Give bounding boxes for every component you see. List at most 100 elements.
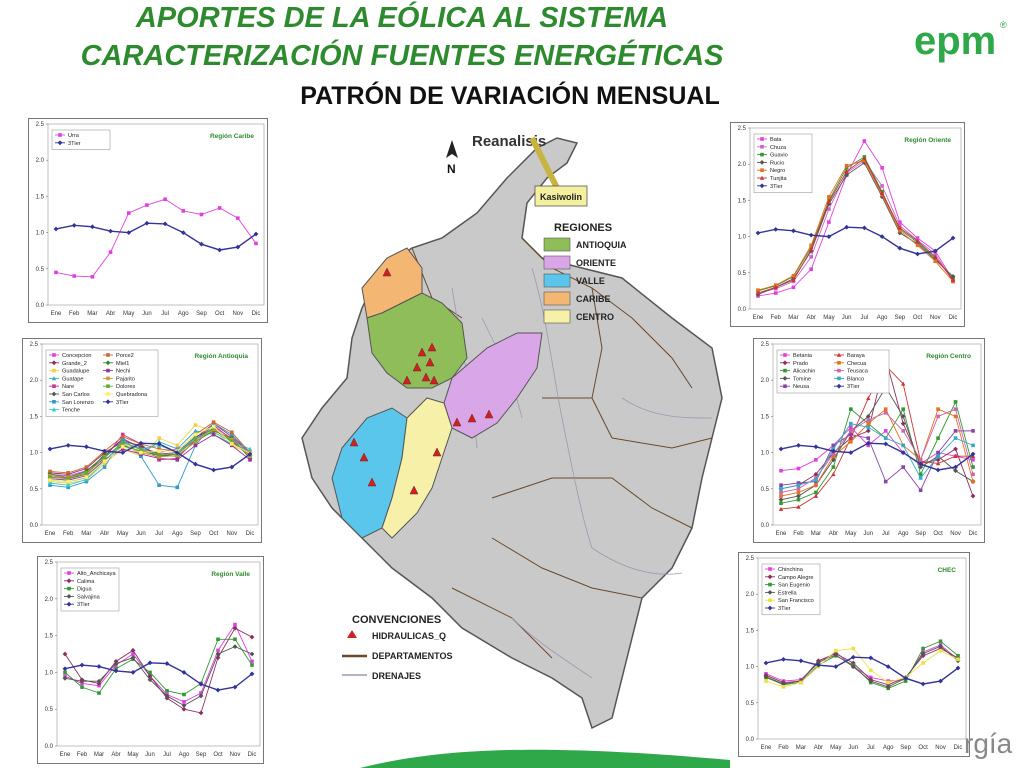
x-tick-label: Feb — [778, 745, 789, 751]
data-point — [130, 655, 136, 661]
series-line — [757, 162, 954, 295]
data-point — [848, 435, 854, 440]
data-point — [915, 251, 920, 257]
data-point — [815, 659, 821, 665]
data-point — [126, 230, 132, 235]
y-tick-label: 1.0 — [45, 670, 54, 676]
data-point — [796, 483, 801, 487]
series-line — [780, 423, 974, 490]
legend-label: Rucio — [770, 160, 784, 166]
data-point — [936, 407, 940, 411]
legend-label: Quebradona — [116, 392, 148, 398]
data-point — [248, 458, 252, 462]
data-point — [182, 692, 186, 697]
data-point — [921, 646, 925, 651]
legend-marker — [106, 368, 110, 373]
x-tick-label: Ago — [172, 531, 183, 537]
series-line — [64, 662, 253, 691]
data-point — [139, 447, 143, 452]
data-point — [778, 497, 784, 503]
legend-marker — [51, 407, 57, 412]
data-point — [755, 290, 761, 295]
data-point — [120, 432, 125, 437]
legend-marker — [760, 152, 764, 157]
data-point — [938, 639, 943, 644]
convention-hidraulicas: HIDRAULICAS_Q — [372, 631, 446, 641]
data-point — [198, 681, 204, 687]
epm-logo-text: epm — [914, 19, 996, 63]
data-point — [193, 423, 198, 427]
x-tick-label: Ago — [898, 531, 909, 537]
data-point — [834, 648, 838, 653]
legend-label: Grande_2 — [62, 361, 87, 367]
data-point — [796, 442, 801, 448]
x-tick-label: Oct — [933, 531, 943, 537]
data-point — [791, 285, 796, 290]
x-tick-label: Ago — [179, 752, 190, 758]
data-point — [844, 163, 849, 168]
x-tick-label: Jun — [842, 315, 852, 321]
data-point — [849, 432, 853, 437]
data-point — [779, 501, 783, 506]
data-point — [72, 274, 76, 278]
data-point — [139, 454, 143, 459]
x-tick-label: Mar — [81, 531, 91, 537]
legend-label: Guadalupe — [62, 369, 89, 375]
data-point — [791, 273, 796, 278]
data-point — [120, 434, 125, 439]
data-point — [918, 472, 923, 477]
data-point — [138, 440, 144, 446]
data-point — [898, 220, 902, 224]
data-point — [763, 674, 769, 680]
data-point — [809, 255, 813, 259]
data-point — [147, 677, 153, 683]
legend-label: Tomine — [793, 376, 811, 382]
data-point — [971, 479, 975, 484]
y-tick-label: 1.5 — [738, 198, 747, 204]
data-point — [230, 442, 234, 446]
series-line — [55, 222, 257, 251]
y-tick-label: 0.0 — [761, 523, 770, 529]
data-point — [796, 504, 801, 509]
data-point — [175, 485, 180, 490]
x-tick-label: Sep — [196, 752, 207, 758]
epm-logo-mark: ® — [1000, 20, 1007, 30]
data-point — [953, 453, 958, 459]
legend-marker — [783, 353, 787, 357]
data-point — [866, 436, 871, 440]
data-point — [953, 436, 958, 440]
data-point — [950, 274, 956, 279]
chart-region-centro: 0.0 0.5 1.0 1.5 2.0 2.5 Ene Feb Mar Abr May Jun Jul A… — [753, 338, 985, 543]
x-tick-label: Ago — [178, 311, 189, 317]
data-point — [157, 449, 161, 453]
legend-label: Porce2 — [116, 353, 134, 359]
data-point — [851, 646, 856, 651]
data-point — [796, 490, 801, 495]
data-point — [815, 662, 821, 668]
data-point — [865, 440, 871, 446]
data-point — [848, 450, 854, 455]
data-point — [814, 483, 818, 487]
series-line — [64, 646, 253, 707]
data-point — [156, 441, 162, 447]
data-point — [781, 656, 786, 662]
series-line — [765, 644, 959, 682]
legend-marker — [66, 578, 72, 584]
title-line-1: APORTES DE LA EÓLICA AL SISTEMA — [135, 2, 669, 34]
data-point — [120, 447, 125, 451]
x-tick-label: May — [127, 752, 138, 758]
data-point — [83, 444, 89, 450]
x-tick-label: Sep — [894, 315, 905, 321]
y-tick-label: 2.5 — [761, 342, 770, 348]
x-tick-label: May — [830, 745, 841, 751]
y-tick-label: 0.5 — [36, 267, 45, 273]
data-point — [955, 665, 961, 671]
x-tick-label: May — [823, 315, 834, 321]
data-point — [879, 190, 885, 195]
y-tick-label: 1.5 — [761, 414, 770, 420]
y-tick-label: 0.5 — [45, 707, 54, 713]
data-point — [950, 277, 956, 282]
data-point — [181, 209, 186, 213]
y-tick-label: 2.0 — [746, 592, 755, 598]
